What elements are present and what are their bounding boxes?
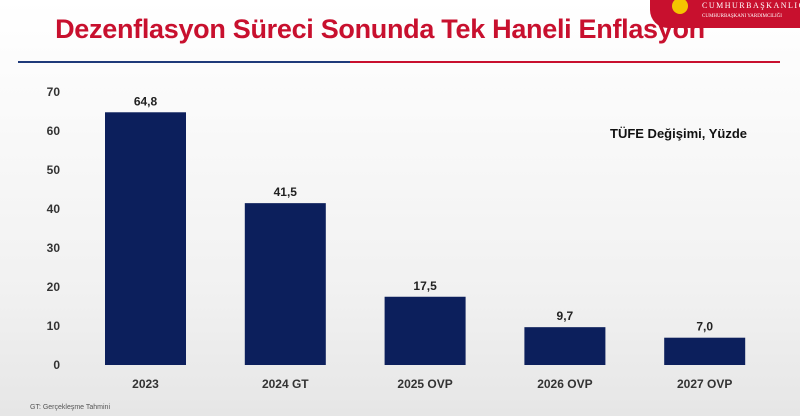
x-tick-label: 2025 OVP [397, 377, 452, 391]
chart-title: Dezenflasyon Süreci Sonunda Tek Haneli E… [55, 14, 705, 44]
bar [244, 203, 326, 365]
data-label: 41,5 [274, 185, 298, 199]
x-tick-label: 2023 [132, 377, 159, 391]
y-tick-label: 10 [47, 319, 61, 333]
sun-emblem-icon [672, 0, 688, 14]
y-tick-label: 60 [47, 124, 61, 138]
x-tick-label: 2026 OVP [537, 377, 592, 391]
presidency-logo: CUMHURBAŞKANLIĞI CUMHURBAŞKANI YARDIMCIL… [650, 0, 800, 28]
y-tick-label: 40 [47, 202, 61, 216]
y-tick-label: 50 [47, 163, 61, 177]
data-label: 7,0 [696, 320, 713, 334]
y-tick-label: 30 [47, 241, 61, 255]
chart-subtitle: TÜFE Değişimi, Yüzde [610, 126, 748, 141]
logo-line1: CUMHURBAŞKANLIĞI [702, 1, 800, 10]
bar [524, 327, 606, 365]
x-tick-label: 2027 OVP [677, 377, 732, 391]
bar [664, 337, 746, 365]
bar [105, 112, 186, 365]
y-tick-label: 0 [53, 358, 60, 372]
data-label: 64,8 [134, 94, 158, 108]
logo-line2: CUMHURBAŞKANI YARDIMCILIĞI [702, 14, 782, 19]
y-tick-label: 20 [47, 280, 61, 294]
divider-left [18, 61, 350, 63]
divider-right [350, 61, 780, 63]
data-label: 17,5 [413, 279, 437, 293]
footnote: GT: Gerçekleşme Tahmini [30, 404, 111, 411]
x-tick-label: 2024 GT [262, 377, 309, 391]
bar [384, 296, 466, 365]
y-tick-label: 70 [47, 85, 61, 99]
data-label: 9,7 [557, 309, 574, 323]
